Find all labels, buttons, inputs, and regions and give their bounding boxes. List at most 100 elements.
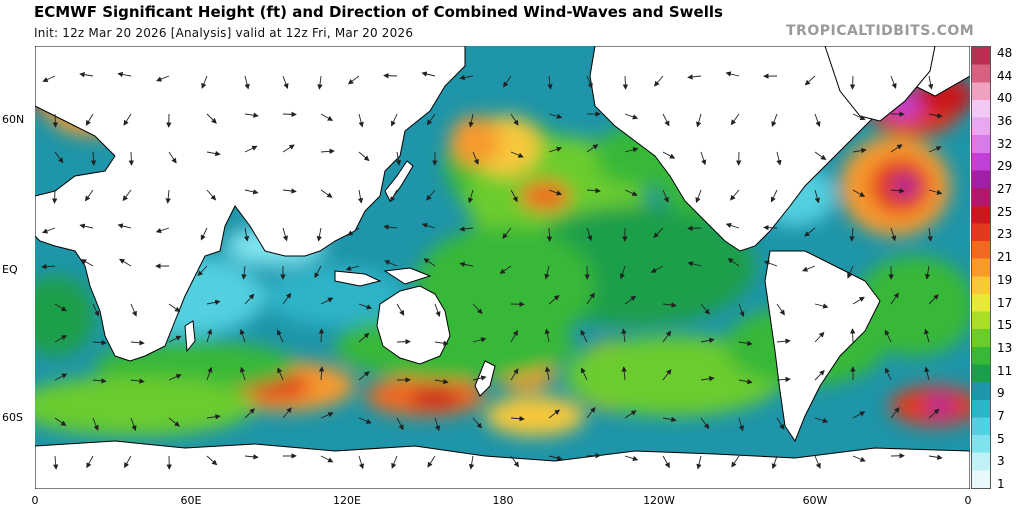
direction-arrow bbox=[427, 455, 436, 468]
colorbar-label: 23 bbox=[997, 227, 1013, 242]
direction-arrow bbox=[852, 189, 866, 197]
direction-arrow bbox=[852, 411, 866, 419]
direction-arrow bbox=[696, 455, 702, 470]
colorbar-label: 36 bbox=[997, 114, 1013, 129]
direction-arrow bbox=[320, 455, 334, 463]
direction-arrow bbox=[624, 113, 639, 120]
colorbar-label: 1 bbox=[997, 477, 1005, 491]
direction-arrow bbox=[421, 71, 436, 77]
direction-arrow bbox=[890, 407, 900, 419]
direction-arrow bbox=[776, 417, 785, 430]
direction-arrow bbox=[434, 378, 449, 385]
direction-arrow bbox=[619, 265, 626, 280]
map-subtitle: Init: 12z Mar 20 2026 [Analysis] valid a… bbox=[34, 26, 414, 40]
direction-arrow bbox=[434, 303, 441, 318]
direction-arrow bbox=[586, 452, 601, 459]
direction-arrow bbox=[316, 227, 323, 242]
direction-arrow bbox=[928, 189, 943, 195]
direction-arrow bbox=[696, 113, 702, 128]
direction-arrow bbox=[92, 339, 107, 346]
direction-arrow bbox=[624, 410, 637, 419]
direction-arrow bbox=[52, 113, 59, 128]
direction-arrow bbox=[503, 75, 512, 88]
colorbar-label: 21 bbox=[997, 250, 1013, 265]
direction-arrow bbox=[206, 414, 221, 420]
lon-label-120w: 120W bbox=[643, 494, 675, 507]
direction-arrow bbox=[548, 113, 563, 119]
direction-arrow bbox=[156, 75, 170, 82]
direction-arrow bbox=[586, 292, 595, 305]
direction-arrow bbox=[700, 376, 715, 382]
direction-arrow bbox=[282, 75, 289, 90]
direction-arrow bbox=[239, 328, 246, 343]
greenland-land bbox=[824, 46, 936, 122]
direction-arrow bbox=[622, 75, 629, 90]
direction-arrow bbox=[776, 303, 785, 316]
direction-arrow bbox=[396, 338, 411, 345]
direction-arrow bbox=[206, 366, 213, 381]
direction-arrow bbox=[86, 455, 94, 469]
direction-arrow bbox=[282, 407, 292, 419]
direction-arrow bbox=[347, 227, 360, 236]
wave-height-blob bbox=[855, 256, 970, 356]
colorbar-label: 25 bbox=[997, 204, 1013, 219]
direction-arrow bbox=[890, 75, 897, 89]
direction-arrow bbox=[79, 223, 94, 229]
direction-arrow bbox=[700, 417, 710, 430]
direction-arrow bbox=[544, 366, 551, 381]
direction-arrow bbox=[548, 455, 563, 461]
direction-arrow bbox=[130, 417, 137, 432]
direction-arrow bbox=[383, 224, 398, 230]
direction-arrow bbox=[548, 146, 563, 153]
direction-arrow bbox=[92, 417, 99, 431]
direction-arrow bbox=[776, 376, 791, 383]
direction-arrow bbox=[244, 408, 255, 419]
direction-arrow bbox=[546, 227, 553, 242]
direction-arrow bbox=[318, 328, 325, 343]
site-credit: TROPICALTIDBITS.COM bbox=[786, 23, 975, 39]
direction-arrow bbox=[770, 189, 778, 203]
australia-land bbox=[376, 285, 451, 365]
direction-arrow bbox=[687, 261, 702, 267]
direction-arrow bbox=[738, 378, 753, 385]
japan-land bbox=[384, 160, 414, 202]
direction-arrow bbox=[927, 227, 933, 242]
direction-arrow bbox=[510, 113, 519, 126]
direction-arrow bbox=[320, 297, 334, 305]
direction-arrow bbox=[54, 373, 68, 381]
direction-arrow bbox=[244, 145, 258, 153]
direction-arrow bbox=[586, 144, 599, 153]
direction-arrow bbox=[687, 74, 702, 80]
direction-arrow bbox=[621, 328, 627, 343]
direction-arrow bbox=[776, 338, 791, 344]
colorbar-label: 3 bbox=[997, 454, 1005, 469]
wave-height-blob bbox=[485, 396, 585, 436]
indonesia-land bbox=[334, 267, 432, 287]
direction-arrow bbox=[168, 303, 181, 313]
direction-arrow bbox=[459, 226, 474, 232]
direction-arrow bbox=[804, 227, 816, 237]
direction-arrow bbox=[725, 222, 740, 229]
direction-arrow bbox=[383, 72, 398, 79]
direction-arrow bbox=[358, 332, 370, 343]
direction-arrow bbox=[885, 367, 892, 381]
colorbar-label: 29 bbox=[997, 159, 1013, 174]
direction-arrow bbox=[802, 265, 816, 272]
direction-arrow bbox=[847, 265, 854, 279]
direction-arrow bbox=[395, 151, 402, 166]
direction-arrow bbox=[168, 417, 180, 427]
direction-arrow bbox=[206, 150, 221, 157]
colorbar-label: 27 bbox=[997, 182, 1013, 197]
direction-arrow bbox=[662, 416, 677, 423]
direction-arrow bbox=[206, 455, 218, 466]
wave-height-blob bbox=[520, 181, 570, 211]
colorbar-label: 7 bbox=[997, 408, 1005, 423]
direction-arrow bbox=[499, 265, 512, 274]
direction-arrow bbox=[165, 189, 171, 204]
direction-arrow bbox=[168, 374, 182, 381]
direction-arrow bbox=[206, 189, 217, 201]
direction-arrow bbox=[654, 75, 664, 87]
direction-arrow bbox=[320, 148, 335, 154]
direction-arrow bbox=[928, 112, 943, 119]
direction-arrow bbox=[54, 335, 68, 343]
